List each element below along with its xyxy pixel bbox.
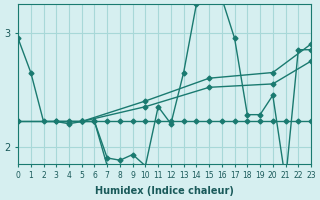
X-axis label: Humidex (Indice chaleur): Humidex (Indice chaleur) (95, 186, 234, 196)
